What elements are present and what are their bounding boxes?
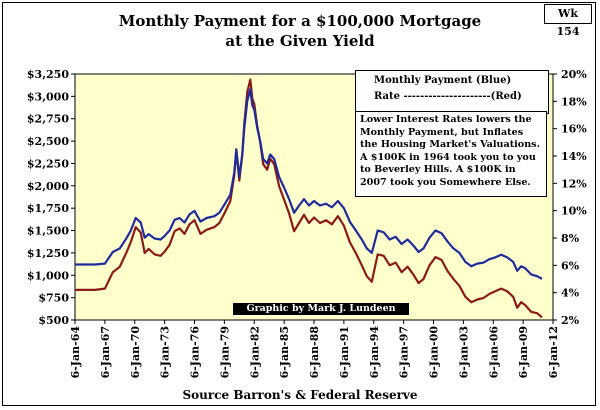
- left-tick-label: $1,500: [27, 225, 69, 238]
- graphic-credit: Graphic by Mark J. Lundeen: [233, 303, 409, 315]
- x-tick-label: 6-Jan-06: [487, 326, 500, 379]
- left-tick-label: $2,500: [27, 135, 69, 148]
- x-tick-label: 6-Jan-85: [278, 326, 291, 378]
- x-tick-label: 6-Jan-88: [308, 326, 321, 379]
- right-tick-label: 6%: [561, 259, 580, 272]
- right-tick-label: 2%: [561, 314, 580, 327]
- chart-title-line2: at the Given Yield: [225, 32, 375, 50]
- right-tick-label: 4%: [561, 287, 580, 300]
- x-tick-label: 6-Jan-70: [129, 326, 142, 379]
- left-tick-label: $2,750: [27, 113, 69, 126]
- right-tick-label: 14%: [561, 150, 587, 163]
- left-tick-label: $1,250: [27, 247, 69, 260]
- left-tick-label: $750: [38, 292, 69, 305]
- right-tick-label: 8%: [561, 232, 580, 245]
- right-tick-label: 20%: [561, 68, 587, 81]
- source-caption: Source Barron's & Federal Reserve: [182, 388, 418, 402]
- x-tick-label: 6-Jan-12: [547, 326, 560, 378]
- x-tick-label: 6-Jan-94: [368, 326, 381, 379]
- x-tick-label: 6-Jan-64: [69, 326, 82, 379]
- x-tick-label: 6-Jan-79: [218, 326, 231, 378]
- left-tick-label: $2,000: [27, 180, 69, 193]
- right-tick-label: 18%: [561, 95, 587, 108]
- left-tick-label: $1,750: [27, 202, 69, 215]
- x-tick-label: 6-Jan-76: [189, 326, 202, 379]
- x-tick-label: 6-Jan-03: [457, 326, 470, 378]
- annotation-note: Lower Interest Rates lowers the Monthly …: [355, 111, 547, 197]
- right-tick-label: 12%: [561, 177, 587, 190]
- x-tick-label: 6-Jan-00: [428, 326, 441, 379]
- payment-series-line: [75, 88, 543, 280]
- left-tick-label: $3,000: [27, 90, 69, 103]
- x-tick-label: 6-Jan-97: [398, 326, 411, 378]
- legend-payment-label: Monthly Payment (Blue): [374, 75, 512, 86]
- right-tick-label: 10%: [561, 205, 587, 218]
- rate-series-line: [75, 78, 543, 319]
- left-tick-label: $3,250: [27, 68, 69, 81]
- left-tick-label: $1,000: [27, 269, 69, 282]
- legend-rate-label: Rate ---------------------(Red): [374, 91, 522, 102]
- x-tick-label: 6-Jan-73: [159, 326, 172, 378]
- chart-title-line1: Monthly Payment for a $100,000 Mortgage: [118, 12, 482, 30]
- left-tick-label: $500: [38, 314, 69, 327]
- week-badge: Wk 154: [544, 4, 592, 38]
- x-tick-label: 6-Jan-67: [99, 326, 112, 378]
- x-tick-label: 6-Jan-09: [517, 326, 530, 378]
- x-tick-label: 6-Jan-82: [248, 326, 261, 378]
- x-tick-label: 6-Jan-91: [338, 326, 351, 378]
- legend-box: Monthly Payment (Blue) Rate ------------…: [355, 70, 549, 114]
- left-tick-label: $2,250: [27, 157, 69, 170]
- right-tick-label: 16%: [561, 123, 587, 136]
